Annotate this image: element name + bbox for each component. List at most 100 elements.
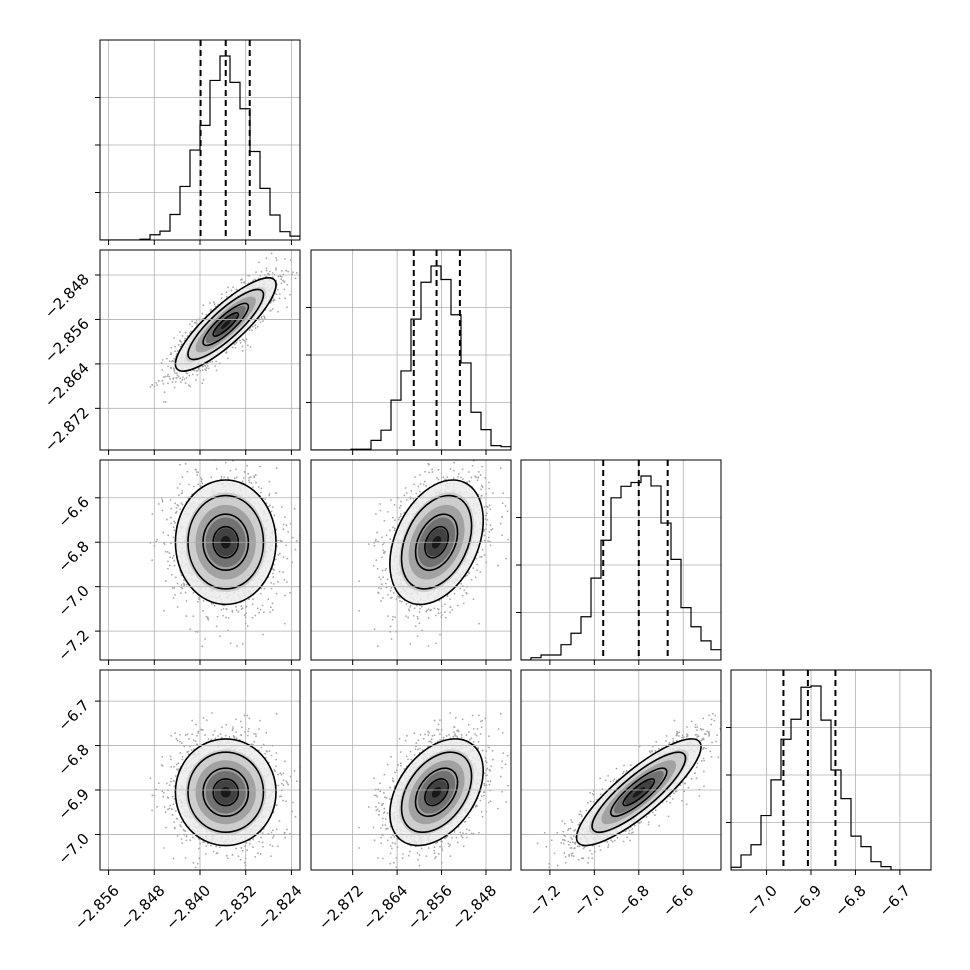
scatter-point: [270, 510, 273, 513]
scatter-point: [176, 503, 179, 506]
scatter-point: [260, 270, 263, 273]
scatter-point: [197, 600, 199, 603]
scatter-point: [408, 609, 411, 612]
scatter-point: [185, 615, 188, 617]
scatter-point: [472, 567, 475, 569]
scatter-point: [201, 482, 204, 485]
scatter-point: [249, 346, 252, 348]
scatter-point: [183, 378, 186, 381]
scatter-point: [161, 369, 164, 371]
scatter-point: [174, 372, 176, 374]
scatter-point: [232, 286, 234, 289]
scatter-point: [170, 573, 173, 576]
scatter-point: [191, 325, 194, 328]
scatter-point: [192, 485, 195, 488]
scatter-point: [229, 469, 232, 472]
scatter-point: [231, 346, 234, 349]
scatter-point: [166, 551, 169, 553]
scatter-point: [294, 247, 296, 249]
scatter-point: [175, 506, 178, 509]
scatter-point: [241, 349, 244, 352]
scatter-point: [245, 612, 248, 615]
scatter-point: [151, 559, 153, 562]
scatter-point: [225, 291, 228, 294]
scatter-point: [241, 278, 243, 281]
scatter-point: [246, 625, 249, 628]
scatter-point: [257, 486, 260, 488]
scatter-point: [215, 452, 217, 454]
scatter-point: [201, 382, 204, 385]
scatter-point: [485, 523, 488, 526]
scatter-point: [162, 609, 165, 612]
scatter-point: [305, 558, 307, 560]
scatter-point: [210, 308, 212, 311]
scatter-point: [233, 343, 236, 346]
scatter-point: [382, 549, 385, 552]
scatter-point: [273, 514, 276, 517]
scatter-point: [216, 615, 219, 618]
scatter-point: [282, 571, 284, 573]
scatter-point: [418, 474, 421, 476]
scatter-point: [271, 602, 274, 605]
scatter-point: [179, 381, 182, 384]
scatter-point: [270, 252, 273, 255]
scatter-point: [470, 476, 473, 479]
scatter-point: [449, 598, 451, 601]
scatter-point: [181, 489, 184, 492]
scatter-point: [265, 257, 268, 260]
scatter-point: [486, 506, 489, 509]
scatter-point: [382, 596, 384, 599]
scatter-point: [386, 510, 389, 513]
scatter-point: [169, 378, 172, 380]
scatter-point: [254, 324, 257, 326]
scatter-point: [488, 487, 491, 490]
y-tick-label: −6.8: [54, 537, 92, 575]
scatter-point: [181, 587, 184, 590]
scatter-point: [246, 344, 249, 347]
scatter-point: [289, 591, 291, 594]
scatter-point: [243, 339, 245, 342]
scatter-point: [170, 542, 172, 545]
scatter-point: [478, 458, 480, 460]
scatter-point: [264, 498, 267, 501]
scatter-point: [391, 526, 394, 529]
scatter-point: [155, 381, 158, 384]
scatter-point: [252, 325, 254, 328]
scatter-point: [227, 617, 230, 619]
scatter-point: [185, 600, 188, 602]
scatter-point: [272, 576, 275, 578]
scatter-point: [275, 592, 278, 595]
scatter-point: [210, 476, 213, 479]
scatter-point: [173, 559, 176, 562]
scatter-point: [480, 555, 483, 558]
scatter-point: [394, 616, 397, 619]
scatter-point: [239, 342, 242, 344]
scatter-point: [252, 598, 254, 601]
scatter-point: [173, 529, 176, 532]
scatter-point: [206, 364, 209, 367]
scatter-point: [283, 622, 286, 625]
scatter-point: [197, 471, 200, 474]
scatter-point: [173, 336, 175, 339]
scatter-point: [260, 487, 263, 490]
scatter-point: [179, 508, 182, 511]
scatter-point: [174, 380, 177, 383]
scatter-point: [270, 581, 273, 584]
scatter-point: [235, 605, 237, 608]
scatter-point: [260, 316, 263, 318]
scatter-point: [278, 570, 281, 573]
scatter-point: [186, 470, 189, 473]
scatter-point: [172, 360, 175, 363]
scatter-point: [237, 610, 240, 613]
scatter-point: [483, 506, 486, 508]
scatter-point: [181, 335, 184, 337]
scatter-point: [201, 365, 204, 368]
scatter-point: [241, 607, 244, 610]
scatter-point: [265, 269, 268, 272]
scatter-point: [199, 485, 202, 487]
scatter-point: [181, 378, 184, 381]
scatter-point: [463, 589, 466, 592]
scatter-point: [305, 252, 307, 254]
scatter-point: [240, 605, 243, 608]
scatter-point: [162, 376, 165, 378]
